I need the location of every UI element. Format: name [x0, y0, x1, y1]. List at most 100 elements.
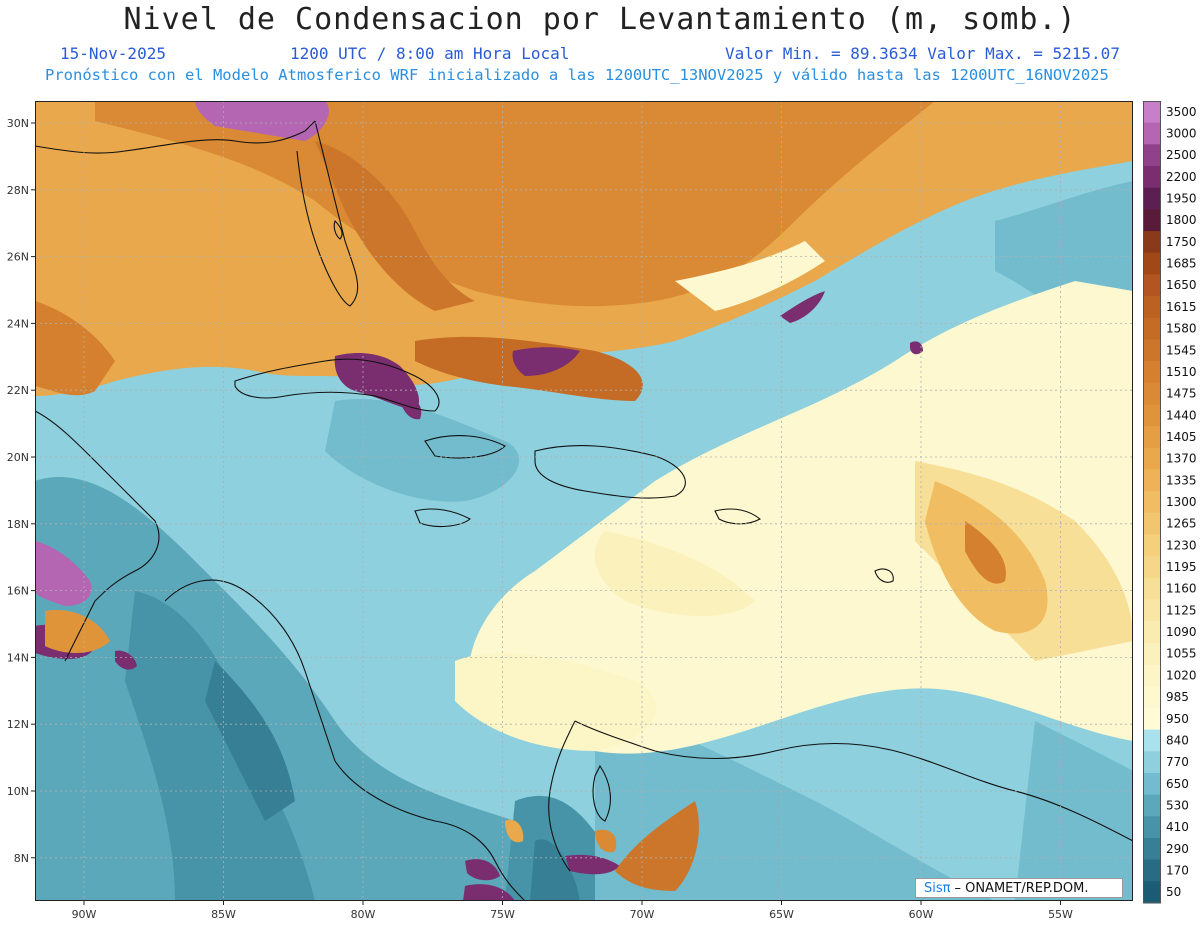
colorbar-label: 1160: [1166, 582, 1197, 596]
colorbar-swatch: [1143, 447, 1161, 470]
colorbar-swatch: [1143, 469, 1161, 492]
colorbar-label: 985: [1166, 690, 1189, 704]
colorbar-swatch: [1143, 361, 1161, 384]
forecast-date: 15-Nov-2025: [60, 44, 166, 63]
brand-logo: Sisπ: [924, 880, 951, 896]
lcl-map: [35, 101, 1133, 901]
lat-label: 14N: [7, 651, 29, 664]
lon-label: 65W: [769, 908, 794, 921]
lat-label: 30N: [7, 117, 29, 130]
south-orange-patches: [45, 610, 699, 891]
colorbar-swatch: [1143, 144, 1161, 167]
colorbar-label: 1615: [1166, 300, 1197, 314]
forecast-time: 1200 UTC / 8:00 am Hora Local: [290, 44, 570, 63]
colorbar-label: 1580: [1166, 322, 1197, 336]
colorbar-swatch: [1143, 816, 1161, 839]
colorbar-label: 3000: [1166, 127, 1197, 141]
colorbar-swatch: [1143, 556, 1161, 579]
colorbar-label: 410: [1166, 820, 1189, 834]
lat-label: 16N: [7, 585, 29, 598]
lon-label: 55W: [1048, 908, 1073, 921]
map-frame: [35, 101, 1133, 901]
colorbar-swatch: [1143, 404, 1161, 427]
colorbar-label: 2200: [1166, 170, 1197, 184]
colorbar-swatch: [1143, 881, 1161, 904]
longitude-labels: 90W 85W 80W 75W 70W 65W 60W 55W: [72, 901, 1073, 921]
lon-label: 75W: [490, 908, 515, 921]
min-max-values: Valor Min. = 89.3634 Valor Max. = 5215.0…: [725, 44, 1120, 63]
colorbar-swatch: [1143, 664, 1161, 687]
lon-label: 60W: [909, 908, 934, 921]
colorbar-label: 770: [1166, 755, 1189, 769]
colorbar-label: 840: [1166, 733, 1189, 747]
colorbar-label: 1800: [1166, 213, 1197, 227]
colorbar-label: 1265: [1166, 517, 1197, 531]
colorbar-swatch: [1143, 512, 1161, 536]
colorbar-swatch: [1143, 859, 1161, 882]
lat-label: 22N: [7, 384, 29, 397]
colorbar-label: 2500: [1166, 148, 1197, 162]
colorbar-label: 1125: [1166, 603, 1197, 617]
colorbar-swatch: [1143, 187, 1161, 210]
colorbar-label: 1440: [1166, 408, 1197, 422]
lat-lon-grid: [35, 101, 1133, 901]
colorbar-swatch: [1143, 101, 1161, 124]
colorbar-swatch: [1143, 317, 1161, 340]
colorbar-swatch: [1143, 274, 1161, 297]
colorbar-label: 50: [1166, 885, 1181, 899]
colorbar-swatch: [1143, 426, 1161, 449]
colorbar-swatch: [1143, 252, 1161, 275]
lat-label: 10N: [7, 785, 29, 798]
chart-title: Nivel de Condensacion por Levantamiento …: [123, 2, 1077, 37]
latitude-labels: 30N 28N 26N 24N 22N 20N 18N 16N 14N 12N 10N 8N: [7, 117, 35, 865]
colorbar-swatch: [1143, 577, 1161, 601]
colorbar-label: 530: [1166, 798, 1189, 812]
colorbar-swatch: [1143, 122, 1161, 145]
colorbar-label: 3500: [1166, 105, 1197, 119]
lat-label: 18N: [7, 518, 29, 531]
colorbar-swatch: [1143, 209, 1161, 232]
colorbar-label: 1545: [1166, 343, 1197, 357]
purple-patches: [35, 101, 923, 901]
colorbar-label: 170: [1166, 863, 1189, 877]
colorbar-swatch: [1143, 339, 1161, 362]
colorbar-swatch: [1143, 621, 1161, 644]
lon-label: 85W: [211, 908, 236, 921]
colorbar-swatch: [1143, 491, 1161, 514]
colorbar-label: 1750: [1166, 235, 1197, 249]
lat-label: 12N: [7, 718, 29, 731]
colorbar-label: 1020: [1166, 668, 1197, 682]
colorbar-swatch: [1143, 382, 1161, 405]
colorbar-label: 1090: [1166, 625, 1197, 639]
colorbar-label: 1195: [1166, 560, 1197, 574]
colorbar-label: 1405: [1166, 430, 1197, 444]
colorbar-label: 1230: [1166, 538, 1197, 552]
lat-label: 20N: [7, 451, 29, 464]
colorbar-swatch: [1143, 686, 1161, 709]
colorbar-label: 1370: [1166, 452, 1197, 466]
colorbar-swatch: [1143, 729, 1161, 752]
colorbar-swatch: [1143, 231, 1161, 254]
colorbar-label: 1475: [1166, 387, 1197, 401]
colorbar-label: 1650: [1166, 278, 1197, 292]
colorbar-label: 1335: [1166, 473, 1197, 487]
colorbar: 3500 3000 2500 2200 1950 1800 1750 1685 1650 1615…: [1143, 101, 1197, 904]
colorbar-frame: [1143, 101, 1161, 903]
lon-label: 90W: [72, 908, 97, 921]
colorbar-swatch: [1143, 772, 1161, 796]
colorbar-swatch: [1143, 837, 1161, 861]
forecast-info: Pronóstico con el Modelo Atmosferico WRF…: [45, 66, 1109, 84]
lat-label: 8N: [14, 852, 29, 865]
colorbar-swatch: [1143, 599, 1161, 622]
lon-label: 70W: [630, 908, 655, 921]
colorbar-swatch: [1143, 534, 1161, 557]
colorbar-label: 1300: [1166, 495, 1197, 509]
credit-box: Sisπ – ONAMET/REP.DOM.: [915, 878, 1123, 898]
colorbar-swatch: [1143, 794, 1161, 817]
colorbar-label: 1055: [1166, 647, 1197, 661]
colorbar-swatch: [1143, 296, 1161, 319]
lat-label: 24N: [7, 317, 29, 330]
colorbar-swatch: [1143, 707, 1161, 731]
colorbar-swatch: [1143, 642, 1161, 666]
